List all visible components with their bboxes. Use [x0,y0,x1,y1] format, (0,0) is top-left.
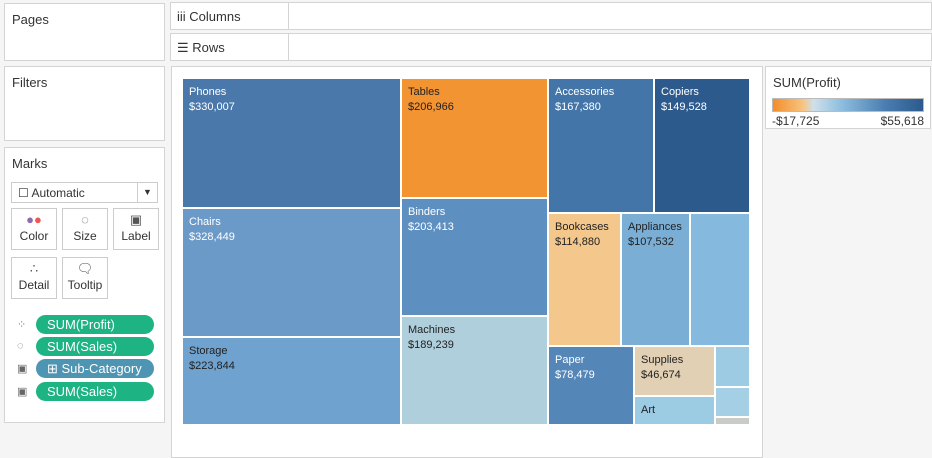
rows-shelf[interactable]: ☰ Rows [170,33,932,61]
tile-value: $167,380 [555,101,601,113]
tile-name: Bookcases [555,221,609,233]
pill-label: SUM(Sales) [47,339,118,354]
legend-gradient [772,98,924,112]
label-icon: ▣ [129,212,143,227]
detail-icon: ∴ [29,261,39,276]
detail-label: Detail [18,278,50,292]
treemap-tile-supplies[interactable]: Supplies $46,674 [635,347,714,395]
legend-title: SUM(Profit) [773,75,841,90]
pages-card: Pages [4,3,165,61]
detail-button[interactable]: ∴ Detail [11,257,57,299]
mark-type-dropdown[interactable]: ☐ Automatic ▼ [11,182,158,203]
treemap-tile-binders[interactable]: Binders $203,413 [402,199,547,315]
tile-value: $107,532 [628,236,674,248]
pill-label: SUM(Sales) [47,384,118,399]
pill-sum-profit[interactable]: SUM(Profit) [36,315,154,334]
label-icon: ▣ [17,386,28,398]
treemap-tile-accessories[interactable]: Accessories $167,380 [549,79,653,212]
treemap-tile-paper[interactable]: Paper $78,479 [549,347,633,424]
tooltip-icon: 🗨 [76,261,94,276]
tile-value: $328,449 [189,231,235,243]
pill-sub-category[interactable]: ⊞ Sub-Category [36,359,154,378]
pill-sum-sales[interactable]: SUM(Sales) [36,337,154,356]
treemap-tile-tables[interactable]: Tables $206,966 [402,79,547,197]
expand-icon: ⊞ [47,361,62,376]
label-label: Label [121,229,151,243]
tile-value: $78,479 [555,369,595,381]
treemap-tile-unlabeled[interactable] [716,418,749,424]
legend-max: $55,618 [880,114,924,128]
treemap-tile-phones[interactable]: Phones $330,007 [183,79,400,207]
label-icon: ▣ [17,363,28,375]
legend-min: -$17,725 [772,114,820,128]
treemap-tile-appliances[interactable]: Appliances $107,532 [622,214,689,345]
columns-shelf[interactable]: iii Columns [170,2,932,30]
color-icon: ⁘ [17,319,27,331]
filters-card[interactable]: Filters [4,66,165,141]
tile-value: $223,844 [189,360,235,372]
treemap-tile-storage[interactable]: Storage $223,844 [183,338,400,424]
rows-icon: ☰ [177,40,193,55]
tile-name: Phones [189,86,227,98]
profit-legend: SUM(Profit) -$17,725 $55,618 [765,66,931,129]
square-icon: ☐ [18,186,29,200]
size-button[interactable]: ◌ Size [62,208,108,250]
tile-name: Copiers [661,86,699,98]
tile-name: Chairs [189,216,221,228]
tile-name: Binders [408,206,446,218]
size-icon: ◌ [17,340,24,352]
pill-label: SUM(Profit) [47,317,115,332]
size-icon: ◌ [81,212,89,227]
tile-value: $330,007 [189,101,235,113]
tile-value: $114,880 [555,236,601,248]
filters-title: Filters [12,75,48,90]
tile-name: Appliances [628,221,682,233]
size-label: Size [73,229,97,243]
tooltip-button[interactable]: 🗨 Tooltip [62,257,108,299]
pill-sum-sales-label[interactable]: SUM(Sales) [36,382,154,401]
tile-value: $149,528 [661,101,707,113]
tile-value: $46,674 [641,369,681,381]
columns-icon: iii [177,9,190,24]
color-button[interactable]: ●● Color [11,208,57,250]
color-label: Color [19,229,49,243]
mark-type-value: Automatic [31,186,85,200]
tile-name: Accessories [555,86,615,98]
treemap-tile-art[interactable]: Art [635,397,714,424]
chevron-down-icon: ▼ [137,183,157,202]
tile-name: Supplies [641,354,684,366]
color-icon: ●● [26,212,42,227]
tile-name: Tables [408,86,440,98]
treemap-tile-chairs[interactable]: Chairs $328,449 [183,209,400,336]
treemap-tile-unlabeled[interactable] [716,347,749,386]
treemap-tile-unlabeled[interactable] [691,214,749,345]
label-button[interactable]: ▣ Label [113,208,159,250]
tile-value: $203,413 [408,221,454,233]
treemap-tile-machines[interactable]: Machines $189,239 [402,317,547,424]
tile-name: Art [641,404,656,416]
tile-value: $189,239 [408,339,454,351]
pages-title: Pages [12,12,49,27]
tile-name: Storage [189,345,228,357]
columns-label: Columns [189,9,241,24]
treemap-tile-bookcases[interactable]: Bookcases $114,880 [549,214,620,345]
treemap-tile-unlabeled[interactable] [716,388,749,416]
tile-name: Machines [408,324,456,336]
pill-label: Sub-Category [61,361,142,376]
rows-label: Rows [192,40,225,55]
tooltip-label: Tooltip [67,278,103,292]
treemap-tile-copiers[interactable]: Copiers $149,528 [655,79,749,212]
marks-title: Marks [12,156,48,171]
tile-value: $206,966 [408,101,454,113]
tile-name: Paper [555,354,585,366]
